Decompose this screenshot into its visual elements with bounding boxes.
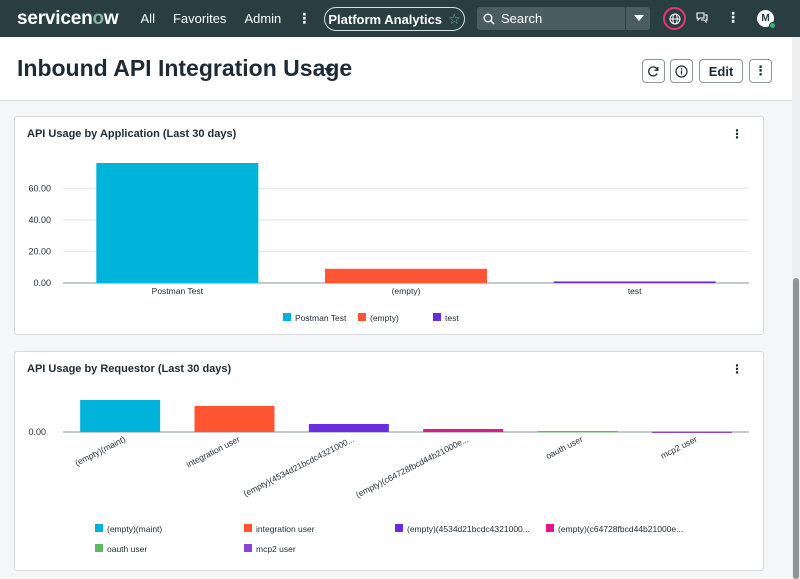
y-tick-label: 40.00 — [28, 215, 51, 225]
widget-api-usage-by-requestor: 0.00 (empty)(maint) integration user (empty… — [14, 351, 764, 571]
bar — [325, 268, 487, 283]
bar — [553, 281, 716, 283]
chat-icon[interactable] — [695, 10, 709, 24]
x-tick-label: (empty)(c64728fbcd44b21000e... — [354, 434, 470, 500]
presence-status-icon — [769, 22, 776, 29]
search-icon — [483, 13, 495, 24]
edit-button[interactable]: Edit — [699, 59, 743, 83]
pill-label: Platform Analytics — [328, 11, 443, 27]
widget-more-icon[interactable]: ⋮ — [731, 362, 743, 376]
x-tick-label: Postman Test — [152, 286, 204, 296]
legend-label: (empty)(maint) — [107, 524, 162, 534]
avatar-initial: M — [761, 13, 770, 24]
nav-all[interactable]: All — [140, 11, 155, 26]
legend-swatch — [244, 544, 252, 552]
x-tick-label: test — [628, 286, 642, 296]
page-title: Inbound API Integration Usage — [17, 55, 353, 81]
legend-swatch — [95, 544, 103, 552]
y-tick-label: 20.00 — [28, 246, 51, 256]
search-divider — [625, 7, 626, 30]
search-placeholder: Search — [501, 11, 543, 26]
legend-swatch — [244, 524, 252, 532]
nav-favorites[interactable]: Favorites — [172, 11, 227, 26]
x-tick-label: (empty)(maint) — [73, 434, 127, 468]
bar — [423, 429, 504, 432]
bar — [194, 406, 275, 432]
globe-icon — [669, 13, 680, 24]
y-tick-label: 0.00 — [28, 427, 46, 437]
language-globe-button[interactable] — [663, 7, 686, 30]
legend-label: integration user — [256, 524, 315, 534]
y-tick-label: 60.00 — [28, 183, 51, 193]
legend-swatch — [546, 524, 554, 532]
refresh-icon — [648, 65, 659, 77]
bar — [96, 163, 259, 283]
title-dropdown-chevron-icon[interactable] — [324, 68, 334, 74]
nav-admin[interactable]: Admin — [244, 11, 282, 26]
platform-analytics-pill[interactable]: Platform Analytics ☆ — [324, 7, 465, 31]
y-tick-label: 0.00 — [33, 278, 51, 288]
header-more-button[interactable]: ⋮ — [749, 59, 772, 83]
top-nav: servicenow All Favorites Admin ⋮ Platfor… — [0, 0, 800, 37]
x-tick-label: (empty) — [392, 286, 421, 296]
bar — [537, 431, 618, 433]
legend-label: Postman Test — [295, 313, 347, 323]
info-button[interactable] — [670, 59, 693, 83]
avatar[interactable]: M — [757, 10, 776, 29]
legend-label: (empty) — [370, 313, 399, 323]
legend-label: mcp2 user — [256, 544, 296, 554]
x-tick-label: integration user — [185, 434, 242, 470]
x-tick-label: (empty)(4534d21bcdc4321000... — [242, 434, 356, 499]
chart-application: 0.00 20.00 40.00 60.00 Postman Test (empty) te… — [28, 163, 749, 323]
page-header: Inbound API Integration Usage Edit ⋮ — [0, 37, 800, 101]
chart-requestor: 0.00(empty)(maint) integration user (empty… — [28, 400, 749, 554]
global-search[interactable]: Search — [477, 7, 650, 30]
search-scope-chevron-icon[interactable] — [634, 15, 644, 21]
x-tick-label: mcp2 user — [659, 434, 699, 461]
star-icon[interactable]: ☆ — [448, 10, 461, 27]
x-tick-label: oauth user — [544, 434, 584, 461]
bar — [308, 424, 389, 432]
servicenow-logo[interactable]: servicenow — [17, 7, 119, 29]
refresh-button[interactable] — [642, 59, 665, 83]
dashboard-content: 0.00 20.00 40.00 60.00 Postman Test (empty) te… — [0, 101, 792, 579]
legend-swatch — [95, 524, 103, 532]
widget-more-icon[interactable]: ⋮ — [731, 127, 743, 141]
bar — [651, 431, 732, 433]
legend-label: test — [445, 313, 459, 323]
widget-title: API Usage by Application (Last 30 days) — [27, 128, 237, 140]
kebab-icon: ⋮ — [754, 63, 767, 78]
nav-more-menu[interactable]: ⋮ — [297, 10, 312, 26]
widget-api-usage-by-application: 0.00 20.00 40.00 60.00 Postman Test (empty) te… — [14, 116, 764, 335]
widget-title: API Usage by Requestor (Last 30 days) — [27, 363, 232, 375]
legend-label: (empty)(4534d21bcdc4321000... — [407, 524, 530, 534]
legend-swatch — [283, 313, 291, 321]
info-icon — [675, 64, 688, 78]
legend-swatch — [358, 313, 366, 321]
page-scrollbar[interactable] — [792, 37, 800, 579]
bar — [80, 400, 161, 432]
legend-swatch — [395, 524, 403, 532]
legend-label: (empty)(c64728fbcd44b21000e... — [558, 524, 683, 534]
legend-swatch — [433, 313, 441, 321]
legend-label: oauth user — [107, 544, 147, 554]
more-options-icon[interactable]: ⋮ — [726, 9, 740, 25]
scrollbar-thumb[interactable] — [793, 278, 799, 579]
